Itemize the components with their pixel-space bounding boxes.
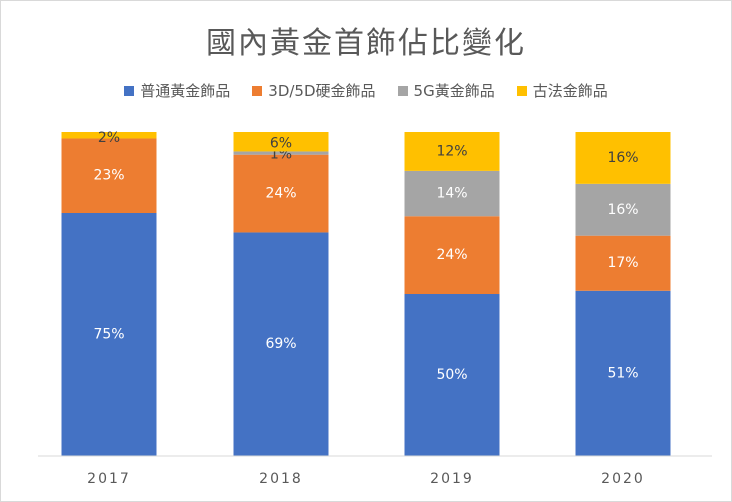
legend-label: 古法金飾品	[532, 82, 608, 100]
data-label-2020-1: 17%	[607, 255, 638, 271]
data-label-2017-1: 23%	[93, 168, 124, 184]
data-label-2017-0: 75%	[93, 327, 124, 343]
data-label-2019-0: 50%	[436, 367, 467, 383]
legend-item-1: 3D/5D硬金飾品	[252, 80, 376, 101]
x-tick-label-2020: 2020	[601, 471, 645, 487]
data-label-2020-3: 16%	[607, 150, 638, 166]
data-label-2020-2: 16%	[607, 202, 638, 218]
data-label-2019-1: 24%	[436, 247, 467, 263]
bar-segment-2020-1	[575, 235, 671, 291]
x-axis-labels: 2017 2018 2019 2020	[87, 471, 645, 487]
legend-swatch	[516, 85, 527, 96]
data-label-2018-0: 69%	[265, 336, 296, 352]
chart-title: 國內黃金首飾佔比變化	[206, 26, 526, 61]
bars-group: 75%23%2%69%24%1%6%50%24%14%12%51%17%16%1…	[61, 130, 671, 456]
bar-segment-2018-2	[233, 151, 329, 155]
bar-segment-2017-0	[61, 213, 157, 456]
bar-segment-2019-1	[404, 216, 500, 294]
legend-label: 3D/5D硬金飾品	[268, 82, 376, 100]
legend-label: 普通黃金飾品	[140, 82, 231, 100]
legend-item-3: 古法金飾品	[516, 80, 608, 101]
x-tick-label-2017: 2017	[87, 471, 131, 487]
bar-segment-2020-0	[575, 290, 671, 456]
bar-segment-2020-2	[575, 183, 671, 236]
legend-label: 5G黃金飾品	[413, 82, 495, 100]
bar-segment-2019-0	[404, 294, 500, 456]
data-label-2019-2: 14%	[436, 186, 467, 202]
legend-swatch	[397, 85, 408, 96]
data-label-2017-3: 2%	[98, 130, 120, 146]
legend-swatch	[252, 85, 263, 96]
legend-item-0: 普通黃金飾品	[124, 80, 230, 101]
bar-segment-2018-3	[233, 132, 329, 152]
x-tick-label-2019: 2019	[430, 471, 474, 487]
bar-segment-2017-3	[61, 132, 157, 139]
data-label-2019-3: 12%	[436, 143, 467, 159]
data-label-2020-0: 51%	[607, 365, 638, 381]
legend-swatch	[124, 85, 135, 96]
bar-segment-2017-1	[61, 138, 157, 213]
x-tick-label-2018: 2018	[259, 471, 303, 487]
legend-item-2: 5G黃金飾品	[397, 80, 495, 101]
chart-legend: 普通黃金飾品 3D/5D硬金飾品 5G黃金飾品 古法金飾品	[0, 80, 732, 101]
bar-segment-2019-3	[404, 132, 500, 171]
bar-segment-2018-1	[233, 154, 329, 233]
data-label-2018-1: 24%	[265, 186, 296, 202]
data-label-2018-3: 6%	[270, 136, 292, 152]
bar-segment-2019-2	[404, 170, 500, 217]
bar-segment-2020-3	[575, 132, 671, 184]
bar-segment-2018-0	[233, 232, 329, 456]
